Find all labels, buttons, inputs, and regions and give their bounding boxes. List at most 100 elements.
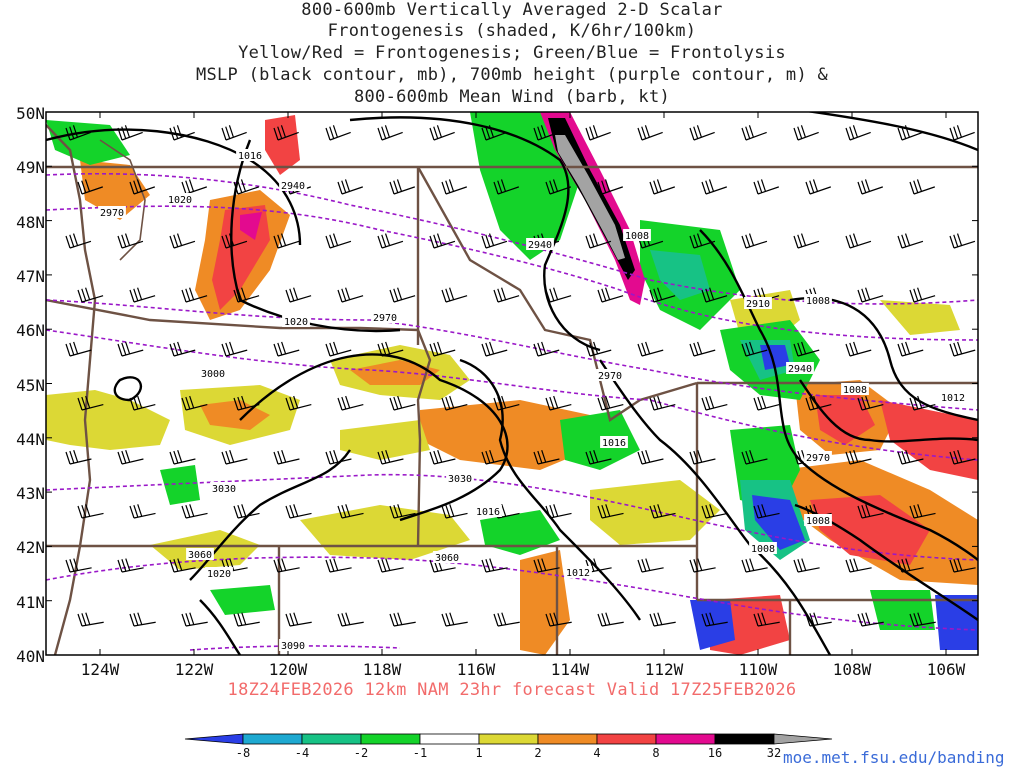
frontolysis-region bbox=[480, 510, 560, 555]
wind-barb bbox=[545, 179, 572, 195]
wind-barb bbox=[793, 558, 820, 573]
wind-barb bbox=[481, 233, 508, 249]
wind-barb bbox=[325, 450, 352, 465]
wind-barb bbox=[585, 450, 612, 465]
wind-barb bbox=[533, 558, 560, 573]
wind-barb bbox=[233, 504, 260, 519]
height-contour bbox=[46, 205, 978, 341]
mslp-label: 1020 bbox=[284, 317, 308, 328]
wind-barb bbox=[337, 179, 364, 195]
mslp-label-bg bbox=[841, 383, 869, 395]
wind-barb bbox=[493, 179, 520, 195]
wind-barb bbox=[273, 341, 300, 357]
wind-barb bbox=[441, 612, 468, 627]
colorbar-label: 16 bbox=[707, 746, 723, 760]
latitude-label: 50N bbox=[16, 104, 45, 123]
wind-barb bbox=[805, 395, 832, 411]
wind-barb bbox=[325, 125, 351, 141]
wind-barb bbox=[169, 341, 196, 357]
colorbar-swatch bbox=[596, 733, 657, 745]
wind-barb bbox=[117, 450, 144, 465]
source-credit-link[interactable]: moe.met.fsu.edu/banding bbox=[783, 748, 1005, 767]
wind-barb bbox=[649, 612, 676, 627]
height-contour bbox=[46, 329, 978, 461]
height-label: 3000 bbox=[201, 369, 225, 380]
mslp-contour bbox=[199, 599, 241, 655]
longitude-label: 118W bbox=[362, 660, 402, 679]
wind-barb bbox=[597, 179, 624, 195]
height-label: 2970 bbox=[373, 313, 397, 324]
wind-barb bbox=[741, 450, 768, 465]
wind-barb bbox=[273, 233, 300, 249]
coastline bbox=[46, 124, 97, 655]
wind-barb bbox=[117, 125, 143, 141]
mslp-label-bg bbox=[166, 193, 194, 205]
height-label-bg bbox=[804, 451, 832, 463]
wind-barb bbox=[909, 287, 936, 303]
mslp-label: 1016 bbox=[476, 507, 500, 518]
wind-barbs bbox=[65, 125, 976, 627]
height-label: 3030 bbox=[448, 474, 472, 485]
mslp-label-bg bbox=[282, 315, 310, 327]
wind-barb bbox=[429, 233, 456, 249]
map-title-line-2: Frontogenesis (shaded, K/6hr/100km) bbox=[327, 21, 697, 41]
wind-barb bbox=[533, 341, 560, 357]
height-label-bg bbox=[446, 472, 474, 484]
latitude-label: 47N bbox=[16, 266, 45, 286]
frontolysis-region bbox=[935, 595, 978, 650]
wind-barb bbox=[689, 233, 716, 249]
longitude-label: 124W bbox=[80, 660, 120, 679]
wind-barb bbox=[857, 612, 884, 627]
wind-barb bbox=[701, 612, 728, 627]
mslp-label: 1016 bbox=[238, 151, 262, 162]
longitude-label: 112W bbox=[644, 660, 684, 679]
wind-barb bbox=[169, 558, 196, 573]
wind-barb bbox=[377, 450, 404, 465]
wind-barb bbox=[389, 504, 416, 519]
wind-barb bbox=[701, 287, 728, 303]
height-label: 2940 bbox=[788, 364, 812, 375]
map-title-line-1: 800-600mb Vertically Averaged 2-D Scalar bbox=[301, 0, 723, 20]
wind-barb bbox=[77, 395, 104, 411]
wind-barb bbox=[545, 287, 572, 303]
mslp-label-bg bbox=[749, 542, 777, 554]
mslp-label: 1012 bbox=[941, 393, 965, 404]
mslp-label-bg bbox=[623, 229, 651, 241]
mslp-label-bg bbox=[600, 436, 628, 448]
wind-barb bbox=[857, 504, 884, 519]
colorbar-label: 32 bbox=[766, 746, 782, 760]
longitude-label: 122W bbox=[174, 660, 214, 679]
wind-barb bbox=[65, 233, 92, 249]
mslp-contour bbox=[794, 503, 978, 621]
frontolysis-region bbox=[160, 465, 200, 505]
wind-barb bbox=[77, 504, 104, 519]
colorbar-label: 2 bbox=[534, 746, 542, 760]
wind-barb bbox=[221, 450, 248, 465]
wind-barb bbox=[857, 395, 884, 411]
mslp-contour bbox=[349, 116, 601, 352]
wind-barb bbox=[389, 287, 416, 303]
wind-barb bbox=[169, 233, 196, 249]
wind-barb bbox=[377, 233, 404, 249]
wind-barb bbox=[753, 395, 780, 411]
wind-barb bbox=[637, 450, 664, 465]
wind-barb bbox=[117, 341, 144, 357]
wind-barb bbox=[441, 395, 468, 411]
wind-barb bbox=[753, 612, 780, 627]
height-label: 3060 bbox=[188, 550, 212, 561]
axis-ticks bbox=[46, 111, 978, 656]
colorbar-swatch bbox=[242, 733, 303, 745]
frontogenesis-region bbox=[240, 212, 262, 240]
wind-barb bbox=[325, 558, 352, 573]
wind-barb bbox=[741, 233, 768, 249]
wind-barb bbox=[949, 125, 975, 141]
colorbar-swatch bbox=[419, 733, 480, 745]
colorbar-label: -4 bbox=[294, 746, 310, 760]
colorbar-arrow-high bbox=[773, 733, 833, 745]
wind-barb bbox=[909, 395, 936, 411]
height-label-bg bbox=[744, 297, 772, 309]
wind-barb bbox=[857, 287, 884, 303]
wind-barb bbox=[389, 179, 416, 195]
height-label-bg bbox=[786, 362, 814, 374]
latitude-label: 45N bbox=[16, 375, 45, 395]
